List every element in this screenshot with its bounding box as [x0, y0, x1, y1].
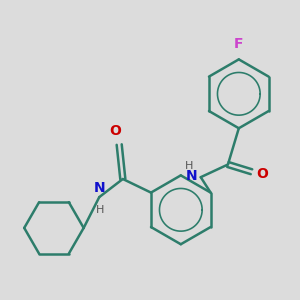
Text: H: H: [185, 161, 193, 171]
Text: O: O: [110, 124, 122, 138]
Text: N: N: [185, 169, 197, 183]
Text: N: N: [94, 181, 106, 195]
Text: H: H: [96, 205, 104, 215]
Text: O: O: [256, 167, 268, 181]
Text: F: F: [234, 38, 244, 51]
